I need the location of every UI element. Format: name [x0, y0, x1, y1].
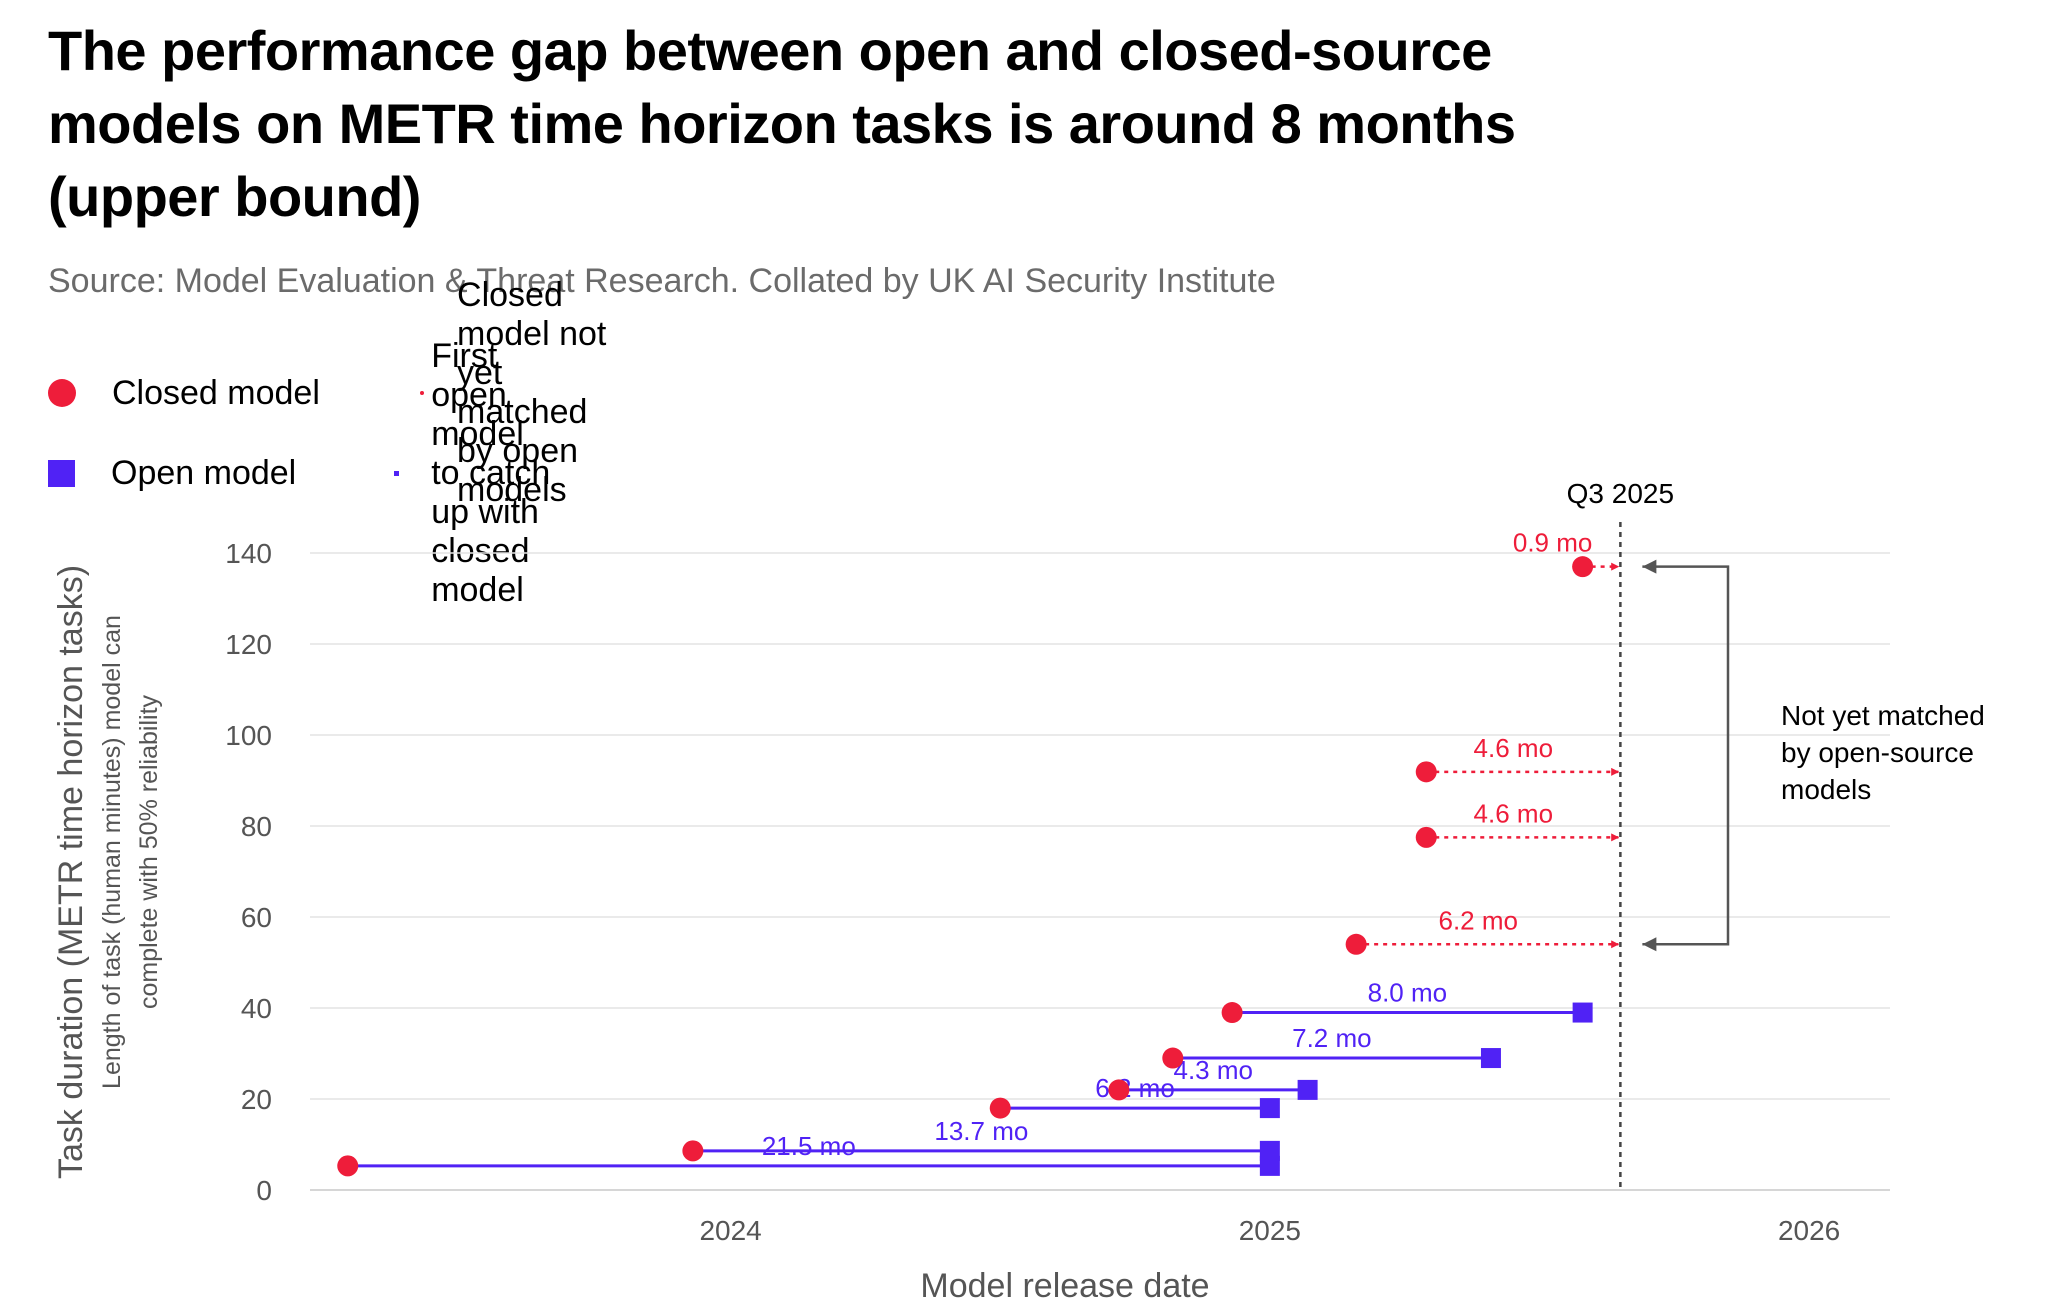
- y-tick-label: 80: [241, 811, 272, 842]
- gap-label-unmatched: 6.2 mo: [1439, 905, 1519, 935]
- x-axis-title: Model release date: [920, 1267, 1209, 1301]
- open-model-marker: [1259, 1098, 1280, 1119]
- closed-model-marker: [1108, 1079, 1130, 1101]
- y-tick-label: 140: [225, 538, 272, 569]
- gap-label-matched: 21.5 mo: [762, 1131, 856, 1161]
- bracket-label: models: [1781, 774, 1871, 805]
- y-tick-label: 40: [241, 993, 272, 1024]
- open-model-marker: [1259, 1140, 1280, 1161]
- x-tick-label: 2025: [1239, 1215, 1301, 1246]
- open-model-marker: [1259, 1155, 1280, 1176]
- legend-open-model: Open model: [48, 454, 296, 493]
- x-tick-label: 2024: [699, 1215, 761, 1246]
- gap-label-unmatched: 4.6 mo: [1474, 798, 1554, 828]
- legend-solid-line: [394, 470, 400, 476]
- closed-model-marker: [337, 1155, 359, 1177]
- closed-model-marker: [1415, 826, 1437, 848]
- gap-label-matched: 6.2 mo: [1095, 1073, 1175, 1103]
- y-axis-title: Task duration (METR time horizon tasks): [52, 565, 90, 1179]
- gap-label-matched: 13.7 mo: [934, 1116, 1028, 1146]
- legend-row-2: Open model First open model to catch up …: [48, 337, 550, 609]
- closed-model-marker: [682, 1140, 704, 1162]
- open-model-marker: [1480, 1048, 1501, 1069]
- legend-dotted-line: [420, 391, 428, 395]
- closed-model-marker: [1221, 1002, 1243, 1024]
- closed-model-marker: [1162, 1047, 1184, 1069]
- bracket-arrowhead-top: [1642, 559, 1657, 574]
- y-axis-subtitle: complete with 50% reliability: [135, 694, 163, 1009]
- gap-label-unmatched: 0.9 mo: [1513, 528, 1593, 558]
- gap-label-unmatched: 4.6 mo: [1474, 733, 1554, 763]
- legend-first-open-label: First open model to catch up with closed…: [431, 336, 551, 609]
- x-tick-label: 2026: [1778, 1215, 1840, 1246]
- y-axis-subtitle: Length of task (human minutes) model can: [98, 615, 126, 1089]
- legend-closed-label: Closed model: [112, 373, 320, 412]
- y-tick-label: 20: [241, 1084, 272, 1115]
- legend-closed-model: Closed model: [48, 374, 320, 413]
- legend-not-matched-label: Closed model not yet matched by open mod…: [457, 276, 607, 509]
- legend-first-open: First open model to catch up with closed…: [394, 337, 554, 610]
- closed-model-marker: [989, 1097, 1011, 1119]
- open-model-marker: [1297, 1079, 1318, 1100]
- closed-model-marker: [1572, 556, 1594, 578]
- chart-title: The performance gap between open and clo…: [48, 19, 1516, 228]
- legend-closed-dot: [48, 379, 76, 407]
- bracket-line: [1642, 565, 1730, 946]
- bracket-label: by open-source: [1781, 737, 1974, 768]
- y-tick-label: 0: [256, 1175, 272, 1206]
- legend-open-label: Open model: [111, 453, 297, 492]
- gap-label-matched: 7.2 mo: [1292, 1023, 1372, 1053]
- q3-2025-label: Q3 2025: [1567, 478, 1674, 509]
- closed-model-marker: [1345, 933, 1367, 955]
- gap-label-matched: 8.0 mo: [1368, 978, 1448, 1008]
- y-tick-label: 100: [225, 720, 272, 751]
- legend-row-1: Closed model Closed model not yet matche…: [48, 276, 606, 509]
- legend-not-matched: Closed model not yet matched by open mod…: [420, 276, 612, 510]
- open-model-marker: [1572, 1002, 1593, 1023]
- closed-model-marker: [1415, 761, 1437, 783]
- bracket-label: Not yet matched: [1781, 700, 1985, 731]
- gap-label-matched: 4.3 mo: [1173, 1055, 1253, 1085]
- chart-source: Source: Model Evaluation & Threat Resear…: [48, 262, 1276, 300]
- y-tick-label: 120: [225, 629, 272, 660]
- y-tick-label: 60: [241, 902, 272, 933]
- legend-open-square: [48, 459, 75, 487]
- bracket-arrowhead-bottom: [1642, 937, 1657, 952]
